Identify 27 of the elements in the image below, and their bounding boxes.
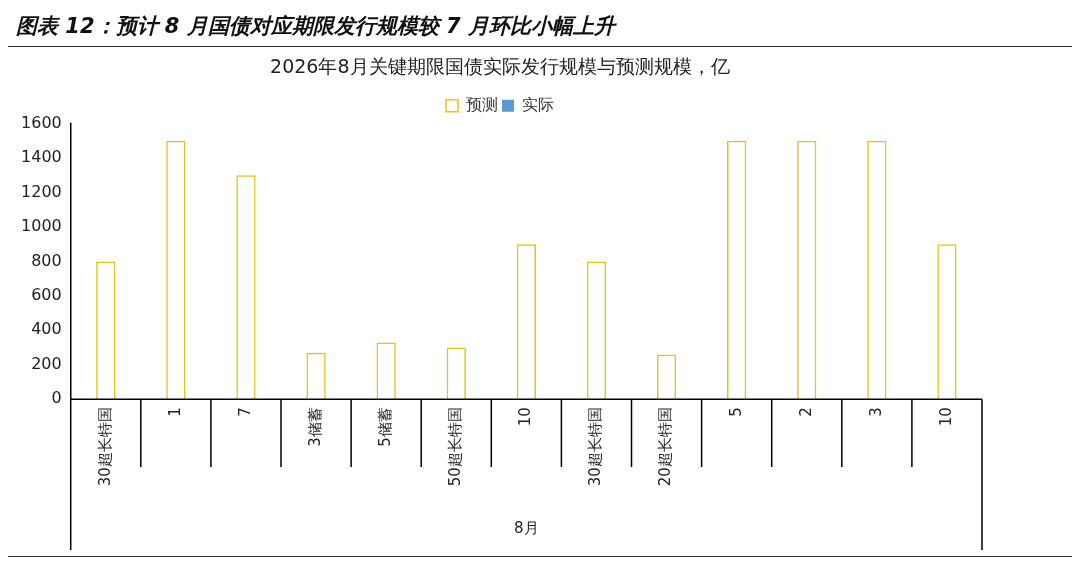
y-tick-label: 400 <box>31 319 62 339</box>
x-tick-label: 10 <box>516 407 535 427</box>
y-tick-label: 1200 <box>21 181 62 201</box>
x-axis-title: 8月 <box>514 518 539 537</box>
y-tick-label: 1400 <box>21 147 62 167</box>
x-tick-label: 10 <box>936 407 955 427</box>
chart-subtitle: 2026年8月关键期限国债实际发行规模与预测规模，亿 <box>270 55 730 78</box>
y-tick-label: 200 <box>31 353 62 373</box>
x-tick-label: 5 <box>726 407 745 417</box>
x-tick-label: 30超长特国 <box>95 407 114 487</box>
y-tick-label: 600 <box>31 285 62 305</box>
y-tick-label: 1600 <box>21 112 62 132</box>
x-tick-label: 20超长特国 <box>656 407 675 487</box>
x-tick-label: 3 <box>866 407 885 417</box>
x-tick-label: 3储蓄 <box>305 407 324 447</box>
y-tick-label: 0 <box>51 388 62 408</box>
x-tick-label: 7 <box>235 407 254 417</box>
y-tick-label: 1000 <box>21 216 62 236</box>
legend-label: 预测 <box>466 94 499 114</box>
x-tick-label: 50超长特国 <box>446 407 465 487</box>
y-tick-label: 800 <box>31 250 62 270</box>
legend-label: 实际 <box>522 94 555 114</box>
x-tick-label: 5储蓄 <box>376 407 395 447</box>
x-tick-label: 2 <box>796 407 815 417</box>
chart-title: 图表 12：预计 8 月国债对应期限发行规模较 7 月环比小幅上升 <box>8 8 1072 47</box>
x-tick-label: 1 <box>165 407 184 417</box>
x-tick-label: 30超长特国 <box>586 407 605 487</box>
